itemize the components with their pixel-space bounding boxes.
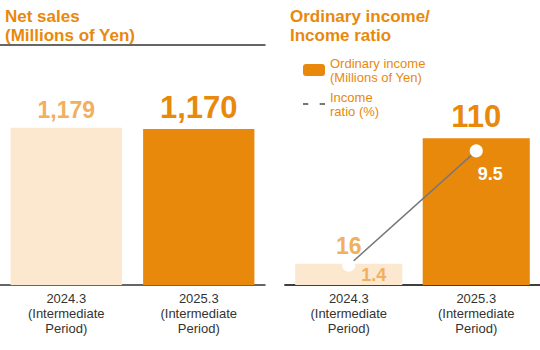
svg-text:Ordinary income/: Ordinary income/	[290, 7, 430, 26]
svg-text:1,179: 1,179	[37, 97, 95, 123]
svg-text:Net sales: Net sales	[5, 7, 80, 26]
svg-text:Ordinary income: Ordinary income	[330, 56, 425, 71]
svg-text:Period): Period)	[328, 321, 370, 336]
svg-text:Period): Period)	[455, 321, 497, 336]
svg-text:1,170: 1,170	[160, 90, 238, 125]
svg-text:(Millions of Yen): (Millions of Yen)	[5, 26, 135, 45]
svg-text:16: 16	[336, 233, 362, 259]
svg-text:9.5: 9.5	[478, 164, 503, 184]
svg-text:Income ratio: Income ratio	[290, 26, 391, 45]
svg-text:(Intermediate: (Intermediate	[438, 306, 515, 321]
svg-text:Income: Income	[330, 90, 373, 105]
svg-text:(Intermediate: (Intermediate	[160, 306, 237, 321]
svg-text:2025.3: 2025.3	[179, 291, 219, 306]
svg-text:2025.3: 2025.3	[456, 291, 496, 306]
svg-text:Period): Period)	[178, 321, 220, 336]
svg-text:110: 110	[451, 99, 501, 134]
svg-text:(Millions of Yen): (Millions of Yen)	[330, 70, 422, 85]
svg-text:ratio (%): ratio (%)	[330, 104, 379, 119]
svg-text:Period): Period)	[45, 321, 87, 336]
svg-text:2024.3: 2024.3	[329, 291, 369, 306]
svg-text:(Intermediate: (Intermediate	[310, 306, 387, 321]
svg-text:(Intermediate: (Intermediate	[28, 306, 105, 321]
svg-text:2024.3: 2024.3	[46, 291, 86, 306]
svg-text:1.4: 1.4	[361, 265, 386, 285]
